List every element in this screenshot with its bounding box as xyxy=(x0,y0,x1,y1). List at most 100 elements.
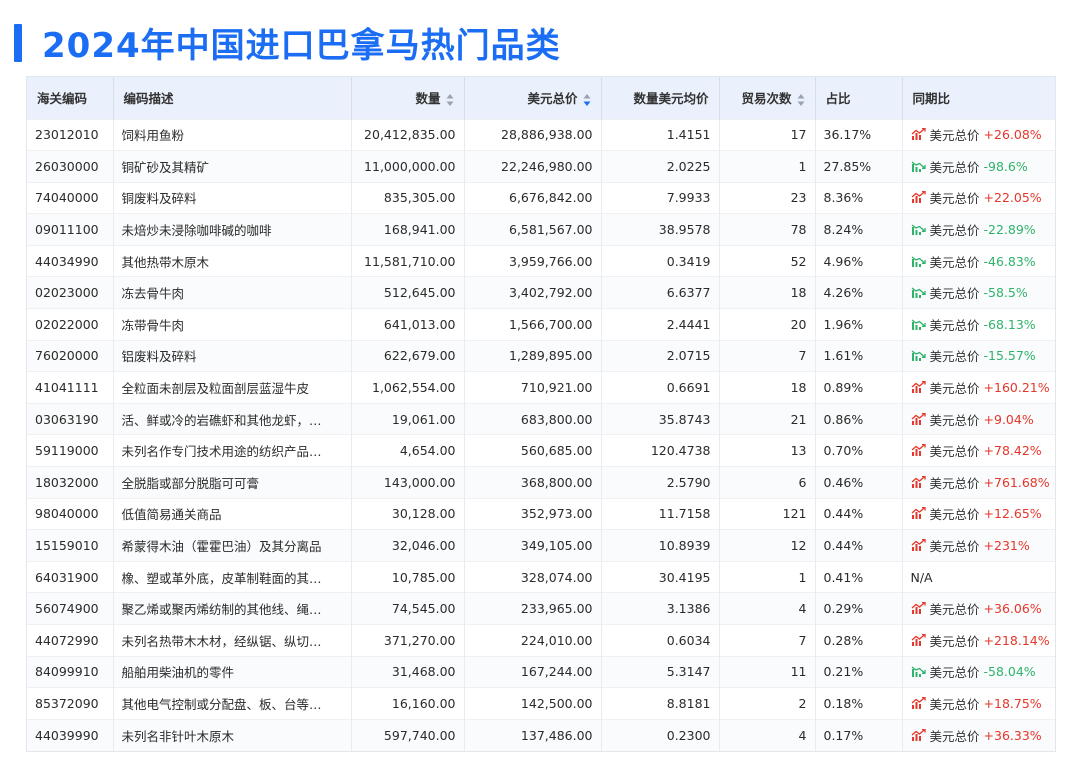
yoy-prefix: 美元总价 xyxy=(929,412,980,428)
header-usd[interactable]: 美元总价 xyxy=(464,77,602,119)
cell-yoy: N/A xyxy=(902,560,1055,593)
table-row[interactable]: 64031900 橡、塑或革外底，皮革制鞋面的其… 10,785.00 328,074… xyxy=(27,560,1055,593)
table-row[interactable]: 56074900 聚乙烯或聚丙烯纺制的其他线、绳… 74,545.00 233,965… xyxy=(27,592,1055,625)
table-row[interactable]: 84099910 船舶用柴油机的零件 31,468.00 167,244.00 5.31… xyxy=(27,655,1055,688)
cell-trades: 17 xyxy=(719,118,816,151)
cell-avg: 7.9933 xyxy=(601,181,720,214)
header-desc: 编码描述 xyxy=(113,77,352,119)
cell-qty: 16,160.00 xyxy=(351,687,465,720)
table-row[interactable]: 85372090 其他电气控制或分配盘、板、台等… 16,160.00 142,500… xyxy=(27,687,1055,720)
sort-icon[interactable] xyxy=(797,93,805,107)
sort-icon[interactable] xyxy=(446,93,454,107)
table-row[interactable]: 74040000 铜废料及碎料 835,305.00 6,676,842.00 7.99… xyxy=(27,181,1055,214)
yoy-prefix: 美元总价 xyxy=(929,128,980,144)
yoy-value: -58.5% xyxy=(983,285,1028,301)
table-row[interactable]: 41041111 全粒面未剖层及粒面剖层蓝湿牛皮 1,062,554.00 710,9… xyxy=(27,371,1055,404)
table-row[interactable]: 44039990 未列名非针叶木原木 597,740.00 137,486.00 0.2… xyxy=(27,718,1055,751)
cell-usd: 28,886,938.00 xyxy=(464,118,602,151)
cell-trades: 7 xyxy=(719,339,816,372)
cell-yoy: 美元总价 -68.13% xyxy=(902,308,1055,341)
table-row[interactable]: 76020000 铝废料及碎料 622,679.00 1,289,895.00 2.07… xyxy=(27,339,1055,372)
cell-yoy: 美元总价 +761.68% xyxy=(902,466,1055,499)
cell-usd: 560,685.00 xyxy=(464,434,602,467)
trend-up-chart-icon xyxy=(911,444,926,457)
cell-code: 59119000 xyxy=(27,434,114,467)
cell-code: 64031900 xyxy=(27,560,114,593)
trend-up-chart-icon xyxy=(911,633,926,647)
cell-trades: 18 xyxy=(719,371,816,404)
cell-yoy: 美元总价 -58.04% xyxy=(902,655,1055,688)
table-row[interactable]: 09011100 未焙炒未浸除咖啡碱的咖啡 168,941.00 6,581,567.… xyxy=(27,213,1055,246)
cell-qty: 74,545.00 xyxy=(351,592,465,625)
table-row[interactable]: 15159010 希蒙得木油（霍霍巴油）及其分离品 32,046.00 349,105… xyxy=(27,529,1055,562)
table-row[interactable]: 02023000 冻去骨牛肉 512,645.00 3,402,792.00 6.637… xyxy=(27,276,1055,309)
trend-up-chart-icon xyxy=(911,412,926,426)
cell-desc: 铜矿砂及其精矿 xyxy=(113,150,352,183)
cell-yoy: 美元总价 +78.42% xyxy=(902,434,1055,467)
cell-usd: 142,500.00 xyxy=(464,687,602,720)
yoy-value: +36.06% xyxy=(983,601,1042,617)
cell-trades: 7 xyxy=(719,624,816,657)
cell-code: 41041111 xyxy=(27,371,114,404)
cell-code: 26030000 xyxy=(27,150,114,183)
yoy-prefix: 美元总价 xyxy=(929,665,980,681)
header-share: 占比 xyxy=(815,77,903,119)
cell-usd: 3,402,792.00 xyxy=(464,276,602,309)
cell-desc: 希蒙得木油（霍霍巴油）及其分离品 xyxy=(113,529,352,562)
cell-qty: 371,270.00 xyxy=(351,624,465,657)
table-body: 23012010 饲料用鱼粉 20,412,835.00 28,886,938.00 1… xyxy=(27,118,1055,751)
cell-avg: 1.4151 xyxy=(601,118,720,151)
trend-down-chart-icon xyxy=(911,286,926,299)
yoy-value: +78.42% xyxy=(983,443,1042,459)
cell-share: 8.24% xyxy=(815,213,903,246)
cell-avg: 120.4738 xyxy=(601,434,720,467)
cell-share: 36.17% xyxy=(815,118,903,151)
yoy-value: +18.75% xyxy=(983,695,1042,711)
yoy-prefix: 美元总价 xyxy=(929,317,980,333)
cell-desc: 未列名非针叶木原木 xyxy=(113,718,352,751)
cell-share: 0.46% xyxy=(815,466,903,499)
header-trades[interactable]: 贸易次数 xyxy=(719,77,816,119)
cell-code: 85372090 xyxy=(27,687,114,720)
yoy-prefix: 美元总价 xyxy=(929,475,980,491)
cell-usd: 22,246,980.00 xyxy=(464,150,602,183)
table-header-row: 海关编码 编码描述 数量 美元总价 数量美元均价 贸易次数 占比 同期比 xyxy=(27,77,1055,119)
table-row[interactable]: 02022000 冻带骨牛肉 641,013.00 1,566,700.00 2.444… xyxy=(27,308,1055,341)
cell-desc: 全脱脂或部分脱脂可可膏 xyxy=(113,466,352,499)
table-row[interactable]: 23012010 饲料用鱼粉 20,412,835.00 28,886,938.00 1… xyxy=(27,118,1055,151)
table-row[interactable]: 44072990 未列名热带木木材，经纵锯、纵切… 371,270.00 224,01… xyxy=(27,624,1055,657)
title-accent-bar xyxy=(14,23,22,62)
header-qty[interactable]: 数量 xyxy=(351,77,465,119)
cell-desc: 橡、塑或革外底，皮革制鞋面的其… xyxy=(113,560,352,593)
yoy-value: +218.14% xyxy=(983,632,1050,648)
cell-usd: 233,965.00 xyxy=(464,592,602,625)
cell-trades: 1 xyxy=(719,150,816,183)
table-row[interactable]: 44034990 其他热带木原木 11,581,710.00 3,959,766.00… xyxy=(27,244,1055,277)
cell-avg: 6.6377 xyxy=(601,276,720,309)
table-row[interactable]: 03063190 活、鲜或冷的岩礁虾和其他龙虾，… 19,061.00 683,800… xyxy=(27,402,1055,435)
cell-trades: 13 xyxy=(719,434,816,467)
cell-code: 44039990 xyxy=(27,718,114,751)
header-qty-label: 数量 xyxy=(415,91,441,107)
cell-trades: 21 xyxy=(719,402,816,435)
cell-trades: 20 xyxy=(719,308,816,341)
yoy-prefix: 美元总价 xyxy=(929,191,980,207)
sort-desc-active-icon[interactable] xyxy=(583,93,591,107)
header-trades-label: 贸易次数 xyxy=(741,91,792,107)
cell-code: 84099910 xyxy=(27,655,114,688)
header-avg-label: 数量美元均价 xyxy=(633,91,709,107)
cell-usd: 1,289,895.00 xyxy=(464,339,602,372)
cell-desc: 活、鲜或冷的岩礁虾和其他龙虾，… xyxy=(113,402,352,435)
cell-desc: 船舶用柴油机的零件 xyxy=(113,655,352,688)
cell-share: 0.89% xyxy=(815,371,903,404)
table-row[interactable]: 18032000 全脱脂或部分脱脂可可膏 143,000.00 368,800.00 2… xyxy=(27,466,1055,499)
table-row[interactable]: 26030000 铜矿砂及其精矿 11,000,000.00 22,246,980.0… xyxy=(27,150,1055,183)
cell-qty: 4,654.00 xyxy=(351,434,465,467)
trend-down-chart-icon xyxy=(911,223,926,236)
header-yoy: 同期比 xyxy=(902,77,1055,119)
cell-qty: 597,740.00 xyxy=(351,718,465,751)
cell-avg: 8.8181 xyxy=(601,687,720,720)
table-row[interactable]: 98040000 低值简易通关商品 30,128.00 352,973.00 11.71… xyxy=(27,497,1055,530)
yoy-value: +36.33% xyxy=(983,727,1042,743)
table-row[interactable]: 59119000 未列名作专门技术用途的纺织产品… 4,654.00 560,685.… xyxy=(27,434,1055,467)
